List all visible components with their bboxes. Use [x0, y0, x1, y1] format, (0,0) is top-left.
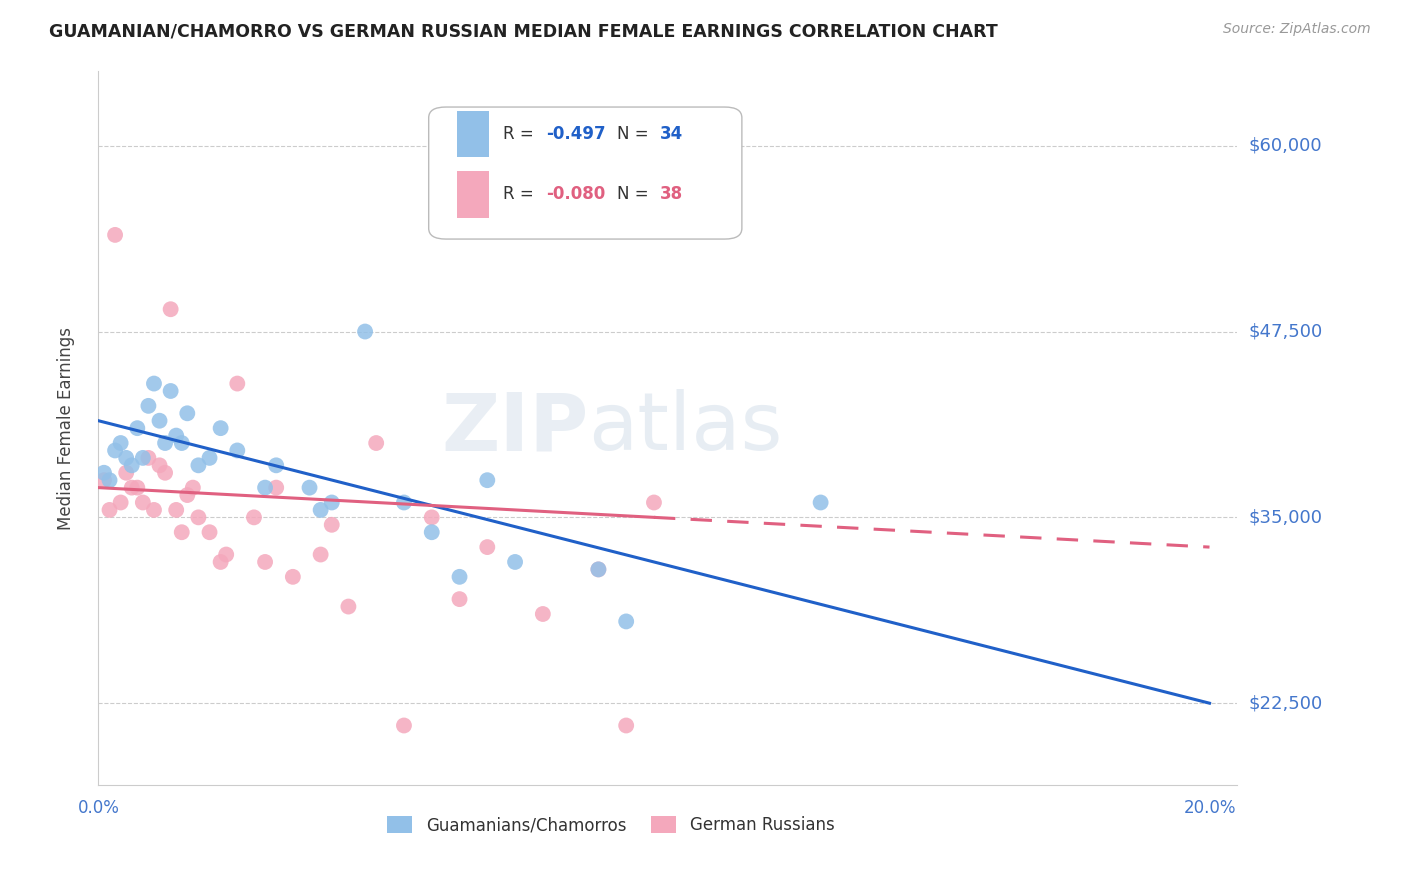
- Point: [104, 443, 127, 458]
- Point: [143, 503, 166, 517]
- Text: ZIP: ZIP: [441, 389, 588, 467]
- Point: [93, 473, 115, 487]
- Point: [181, 481, 204, 495]
- Point: [153, 466, 176, 480]
- Point: [298, 481, 321, 495]
- Point: [264, 458, 287, 473]
- Bar: [457, 111, 489, 157]
- Point: [104, 227, 127, 242]
- Point: [187, 458, 209, 473]
- Point: [309, 503, 332, 517]
- Bar: [457, 171, 489, 218]
- Point: [226, 376, 249, 391]
- Point: [138, 450, 160, 465]
- Point: [531, 607, 554, 621]
- Point: [264, 481, 287, 495]
- Point: [198, 525, 221, 540]
- Point: [115, 466, 138, 480]
- Point: [354, 325, 377, 339]
- FancyBboxPatch shape: [429, 107, 742, 239]
- Point: [115, 450, 138, 465]
- Point: [127, 481, 149, 495]
- Point: [98, 473, 121, 487]
- Text: $60,000: $60,000: [1249, 136, 1322, 154]
- Point: [321, 517, 343, 532]
- Point: [148, 458, 170, 473]
- Point: [153, 436, 176, 450]
- Point: [148, 414, 170, 428]
- Point: [132, 450, 155, 465]
- Point: [503, 555, 526, 569]
- Point: [143, 376, 166, 391]
- Text: N =: N =: [617, 125, 654, 143]
- Point: [309, 548, 332, 562]
- Point: [810, 495, 832, 509]
- Text: GUAMANIAN/CHAMORRO VS GERMAN RUSSIAN MEDIAN FEMALE EARNINGS CORRELATION CHART: GUAMANIAN/CHAMORRO VS GERMAN RUSSIAN MED…: [49, 22, 998, 40]
- Point: [159, 302, 181, 317]
- Point: [121, 458, 143, 473]
- Text: R =: R =: [503, 125, 538, 143]
- Text: -0.497: -0.497: [546, 125, 606, 143]
- Point: [209, 421, 232, 435]
- Point: [132, 495, 155, 509]
- Text: R =: R =: [503, 186, 538, 203]
- Text: atlas: atlas: [588, 389, 783, 467]
- Point: [477, 473, 499, 487]
- Text: Source: ZipAtlas.com: Source: ZipAtlas.com: [1223, 22, 1371, 37]
- Point: [170, 436, 193, 450]
- Point: [614, 718, 637, 732]
- Point: [226, 443, 249, 458]
- Point: [588, 562, 610, 576]
- Point: [165, 503, 187, 517]
- Y-axis label: Median Female Earnings: Median Female Earnings: [56, 326, 75, 530]
- Point: [366, 436, 388, 450]
- Point: [614, 615, 637, 629]
- Point: [321, 495, 343, 509]
- Point: [121, 481, 143, 495]
- Point: [420, 510, 443, 524]
- Point: [281, 570, 304, 584]
- Text: 38: 38: [659, 186, 683, 203]
- Text: 34: 34: [659, 125, 683, 143]
- Point: [110, 436, 132, 450]
- Text: -0.080: -0.080: [546, 186, 605, 203]
- Point: [254, 481, 277, 495]
- Point: [215, 548, 238, 562]
- Text: N =: N =: [617, 186, 654, 203]
- Point: [209, 555, 232, 569]
- Point: [93, 466, 115, 480]
- Point: [643, 495, 665, 509]
- Point: [159, 384, 181, 398]
- Text: $47,500: $47,500: [1249, 323, 1323, 341]
- Point: [165, 428, 187, 442]
- Point: [449, 592, 471, 607]
- Point: [176, 488, 198, 502]
- Point: [588, 562, 610, 576]
- Point: [243, 510, 266, 524]
- Text: 20.0%: 20.0%: [1184, 798, 1236, 817]
- Point: [170, 525, 193, 540]
- Point: [449, 570, 471, 584]
- Point: [420, 525, 443, 540]
- Legend: Guamanians/Chamorros, German Russians: Guamanians/Chamorros, German Russians: [381, 809, 841, 841]
- Point: [477, 540, 499, 554]
- Text: $35,000: $35,000: [1249, 508, 1323, 526]
- Point: [392, 718, 415, 732]
- Text: $22,500: $22,500: [1249, 694, 1323, 712]
- Point: [110, 495, 132, 509]
- Point: [187, 510, 209, 524]
- Point: [254, 555, 277, 569]
- Point: [198, 450, 221, 465]
- Point: [176, 406, 198, 420]
- Point: [98, 503, 121, 517]
- Point: [138, 399, 160, 413]
- Point: [337, 599, 360, 614]
- Point: [127, 421, 149, 435]
- Text: 0.0%: 0.0%: [77, 798, 120, 817]
- Point: [392, 495, 415, 509]
